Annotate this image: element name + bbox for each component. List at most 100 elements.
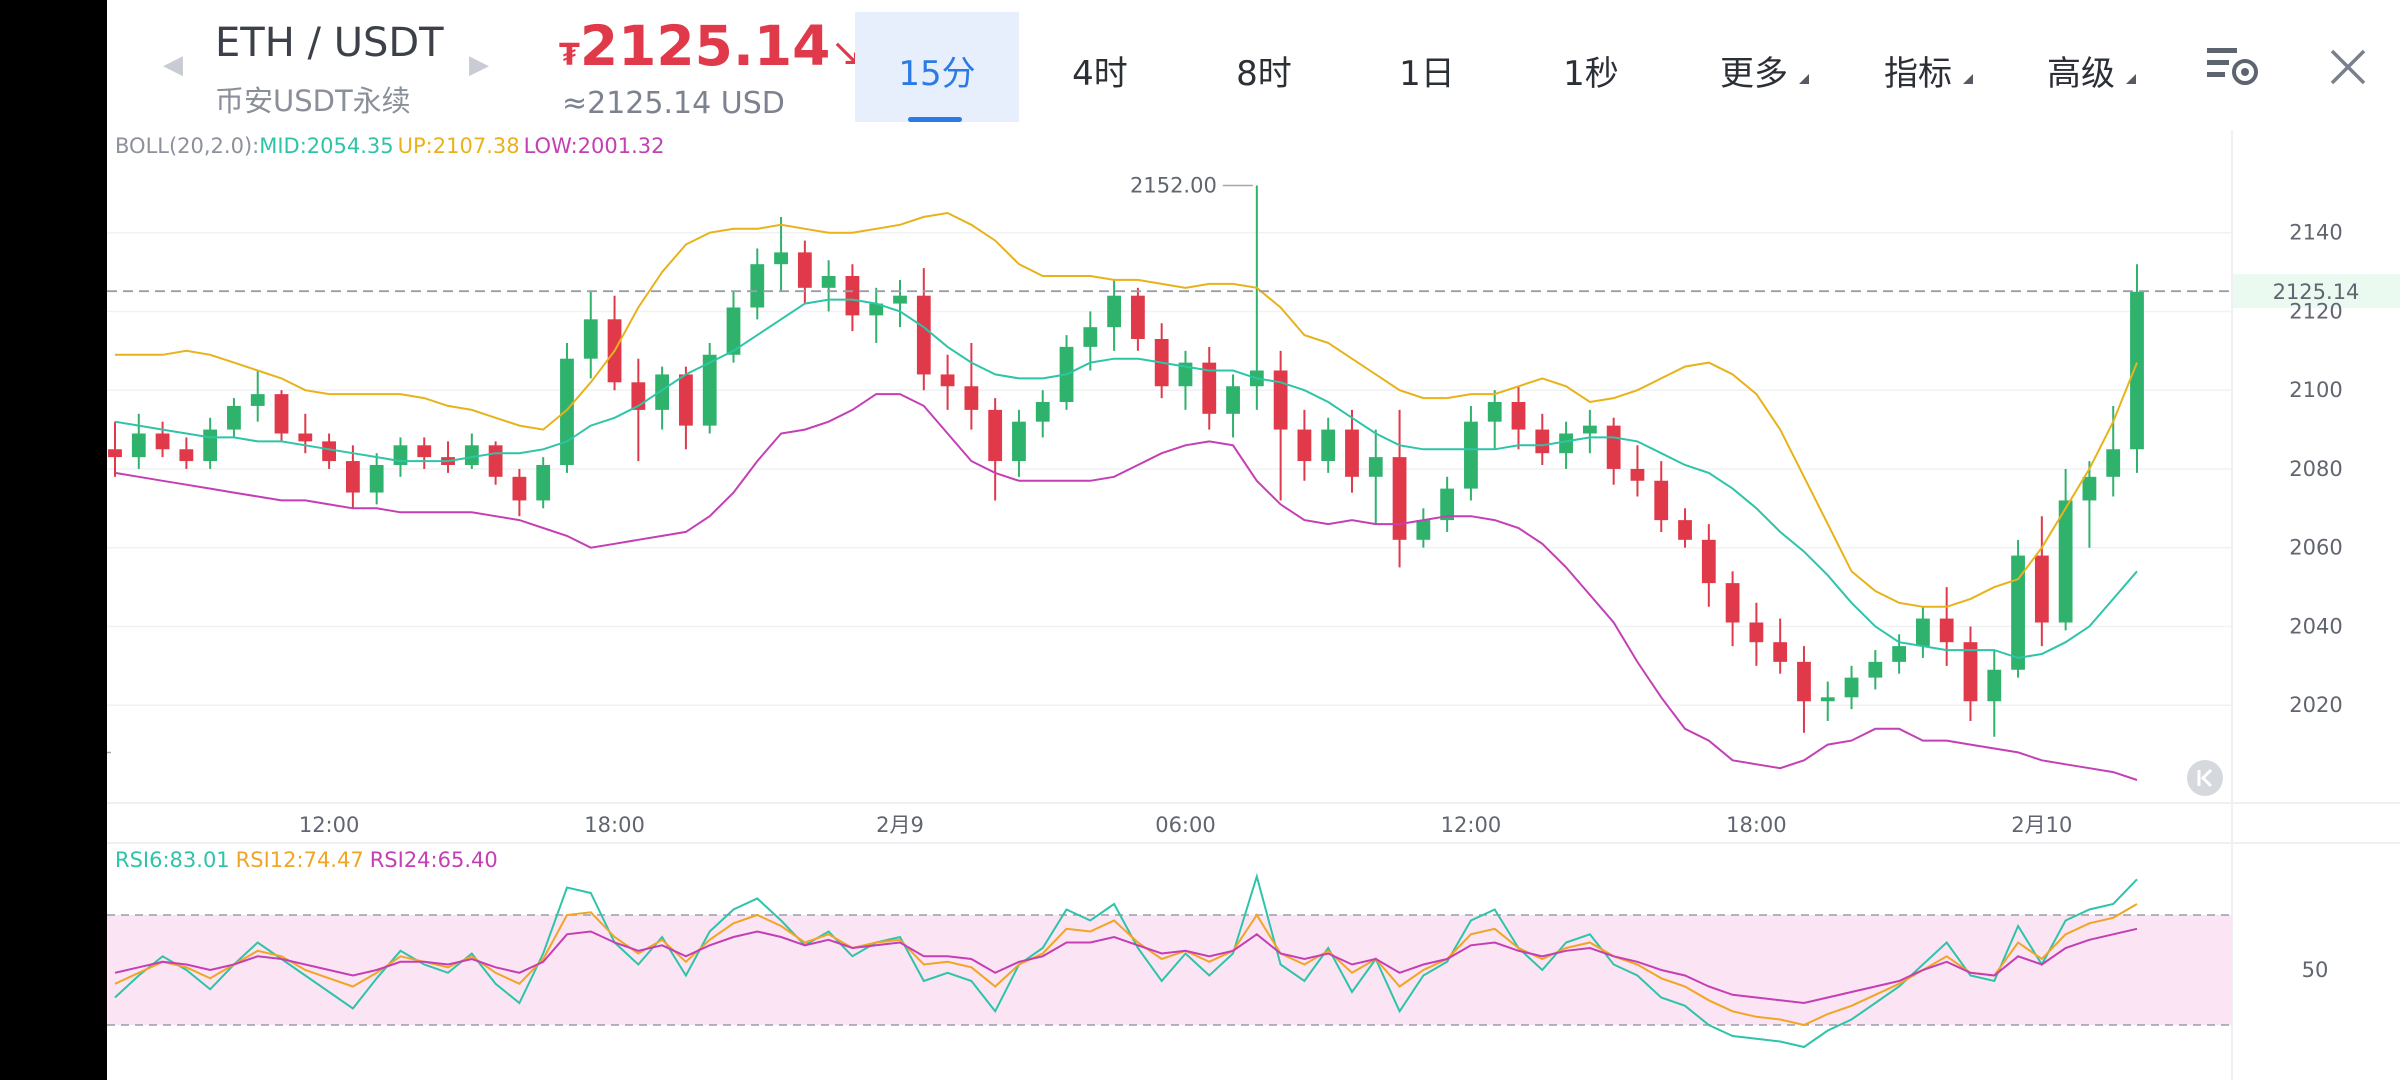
candle bbox=[1916, 606, 1930, 658]
more-dropdown-caret-icon bbox=[1799, 74, 1809, 84]
candle-body bbox=[2011, 555, 2025, 670]
candle-body bbox=[869, 303, 884, 316]
candle bbox=[322, 433, 336, 469]
active-tab-underline bbox=[908, 117, 962, 122]
candle bbox=[1416, 508, 1431, 548]
tab-1s[interactable]: 1秒 bbox=[1563, 54, 1619, 94]
candle-body bbox=[2058, 500, 2073, 623]
candle bbox=[1154, 323, 1169, 399]
x-tick-label: 06:00 bbox=[1155, 813, 1216, 837]
close-icon[interactable] bbox=[2329, 48, 2367, 86]
candle-body bbox=[964, 386, 979, 410]
active-tab-highlight bbox=[855, 12, 1019, 122]
tab-advanced[interactable]: 高级 bbox=[2047, 54, 2115, 94]
x-tick-label: 18:00 bbox=[584, 813, 645, 837]
tab-1d[interactable]: 1日 bbox=[1399, 54, 1455, 94]
candle bbox=[1582, 409, 1597, 454]
scroll-to-start-button[interactable] bbox=[2187, 760, 2223, 796]
boll-low-line bbox=[114, 393, 2138, 781]
candle-body bbox=[2106, 449, 2121, 477]
candle bbox=[1130, 287, 1145, 351]
high-low-annotations: 2152.002008.00 bbox=[107, 173, 1253, 754]
candle bbox=[1820, 681, 1835, 721]
candle-body bbox=[1487, 402, 1502, 422]
boll-low-legend: LOW:2001.32 bbox=[524, 134, 665, 158]
candle-body bbox=[536, 465, 551, 501]
candle bbox=[1559, 421, 1573, 469]
exchange-subtitle: 币安USDT永续 bbox=[215, 84, 411, 118]
candle-body bbox=[250, 394, 265, 406]
candle bbox=[2082, 461, 2097, 548]
candle bbox=[583, 291, 598, 379]
candle bbox=[2034, 516, 2049, 647]
candle-body bbox=[1725, 583, 1740, 623]
candle bbox=[1345, 409, 1359, 493]
prev-pair-icon[interactable]: ◀ bbox=[163, 50, 183, 80]
tab-indicators[interactable]: 指标 bbox=[1884, 54, 1952, 94]
current-price-tag bbox=[2233, 274, 2400, 309]
candle-body bbox=[1868, 661, 1883, 678]
candle-body bbox=[1107, 295, 1122, 328]
y-tick-label: 2120 bbox=[2289, 299, 2342, 323]
candle bbox=[560, 342, 574, 473]
candle bbox=[250, 370, 265, 422]
candle-body bbox=[203, 429, 218, 462]
candle-body bbox=[726, 307, 741, 355]
candle bbox=[417, 437, 432, 469]
candle bbox=[750, 248, 765, 320]
candle-body bbox=[2082, 476, 2097, 501]
candle bbox=[1749, 602, 1764, 666]
candle bbox=[1725, 571, 1740, 647]
rsi-legend: RSI6:83.01 RSI12:74.47 RSI24:65.40 bbox=[115, 848, 498, 872]
candle-body bbox=[916, 295, 931, 375]
tab-more[interactable]: 更多 bbox=[1720, 54, 1788, 94]
candle-body bbox=[155, 433, 170, 450]
candle-body bbox=[1035, 402, 1050, 422]
rsi-lines bbox=[114, 872, 2138, 1049]
y-axis-ticks: 2140 2120 2100 2080 2060 2040 2020 bbox=[2289, 221, 2342, 718]
candle bbox=[1630, 445, 1645, 497]
chart-settings-icon[interactable] bbox=[2205, 44, 2261, 88]
candle-body bbox=[1392, 457, 1407, 540]
x-tick-label: 12:00 bbox=[1441, 813, 1502, 837]
tab-4h[interactable]: 4时 bbox=[1072, 54, 1128, 94]
candle bbox=[1535, 413, 1550, 465]
candle-body bbox=[583, 319, 598, 359]
candle-body bbox=[1416, 520, 1431, 540]
candle-body bbox=[1559, 433, 1573, 454]
candle-body bbox=[1083, 327, 1098, 347]
boll-mid-line bbox=[114, 298, 2138, 659]
candle bbox=[298, 413, 313, 454]
chart-area[interactable]: 2125.14 2140 2120 2100 2080 2060 2040 2020 12:… bbox=[107, 130, 2400, 1080]
candle-body bbox=[702, 354, 717, 426]
candle bbox=[1226, 374, 1240, 438]
candle bbox=[1392, 409, 1407, 568]
boll-legend-label: BOLL(20,2.0): bbox=[115, 134, 259, 158]
next-pair-icon[interactable]: ▶ bbox=[469, 50, 489, 80]
boll-legend: BOLL(20,2.0):MID:2054.35 UP:2107.38 LOW:20… bbox=[115, 134, 665, 158]
x-tick-label: 2月9 bbox=[876, 813, 924, 837]
candle bbox=[1844, 665, 1859, 710]
candle bbox=[441, 441, 455, 473]
candle bbox=[1939, 587, 1954, 666]
candle bbox=[512, 468, 527, 517]
candle-body bbox=[1226, 386, 1240, 414]
boll-up-line bbox=[115, 211, 2138, 608]
candle-body bbox=[131, 433, 146, 458]
candle bbox=[679, 366, 693, 450]
candle bbox=[274, 390, 289, 442]
candle-body bbox=[488, 445, 503, 477]
candle-body bbox=[179, 449, 194, 462]
candle-body bbox=[1202, 362, 1217, 414]
y-tick-label: 2140 bbox=[2289, 221, 2342, 245]
tab-8h[interactable]: 8时 bbox=[1236, 54, 1292, 94]
candle-body bbox=[1297, 429, 1312, 462]
candle-body bbox=[1797, 661, 1811, 702]
rsi24-legend: RSI24:65.40 bbox=[370, 848, 498, 872]
candle-body bbox=[560, 358, 574, 465]
tab-15m[interactable]: 15分 bbox=[898, 54, 976, 94]
pair-title[interactable]: ETH / USDT bbox=[215, 20, 444, 66]
candle bbox=[1083, 311, 1098, 371]
candle-body bbox=[1820, 697, 1835, 702]
rsi-band bbox=[107, 915, 2232, 1025]
